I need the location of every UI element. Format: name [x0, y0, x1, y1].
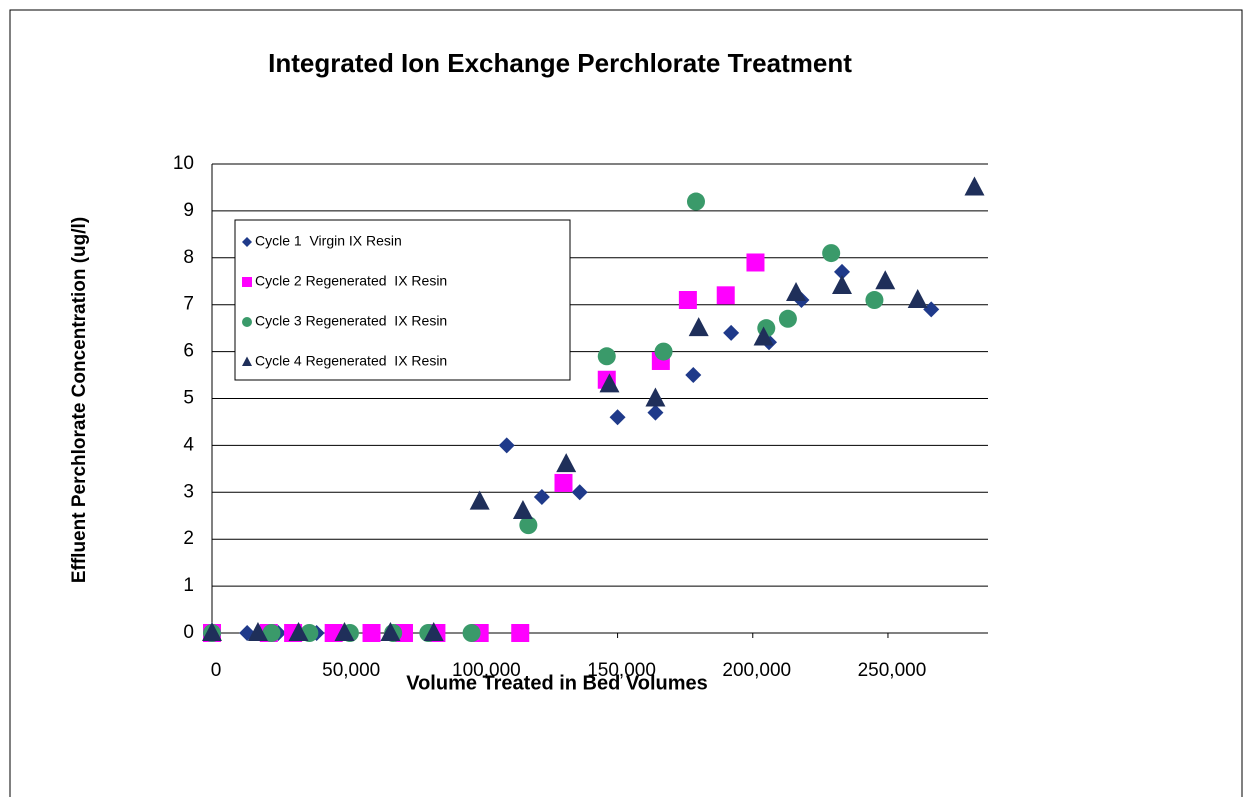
marker — [380, 622, 401, 641]
marker — [645, 387, 666, 407]
marker — [865, 291, 884, 310]
legend-label: Cycle 2 Regenerated IX Resin — [255, 273, 447, 289]
marker — [831, 274, 852, 294]
marker — [202, 622, 222, 641]
marker — [753, 326, 774, 346]
marker — [746, 253, 765, 272]
marker — [334, 622, 355, 641]
marker — [654, 342, 673, 361]
marker — [964, 176, 985, 196]
x-tick-label: 150,000 — [587, 660, 656, 681]
marker — [512, 500, 533, 520]
x-tick-label: 50,000 — [322, 660, 380, 681]
marker — [688, 317, 709, 337]
chart-title: Integrated Ion Exchange Perchlorate Trea… — [268, 48, 852, 78]
marker — [519, 516, 538, 535]
y-axis-label: Effluent Perchlorate Concentration (ug/l… — [69, 217, 90, 583]
marker — [556, 453, 577, 473]
y-tick-label: 4 — [183, 434, 194, 455]
marker — [609, 409, 626, 426]
x-tick-label: 0 — [211, 660, 222, 681]
marker — [469, 490, 490, 510]
marker — [907, 289, 928, 309]
x-axis-label: Volume Treated in Bed Volumes — [406, 672, 708, 694]
x-tick-label: 100,000 — [452, 660, 521, 681]
marker — [786, 281, 807, 301]
marker — [511, 624, 530, 642]
marker — [685, 367, 702, 384]
marker — [247, 622, 268, 641]
legend-label: Cycle 1 Virgin IX Resin — [255, 233, 402, 249]
marker — [647, 404, 664, 421]
marker — [262, 624, 281, 642]
chart-border — [9, 9, 1243, 797]
y-tick-label: 9 — [183, 200, 194, 221]
y-tick-label: 1 — [183, 575, 194, 596]
marker — [822, 244, 841, 263]
marker — [571, 484, 588, 501]
marker — [242, 317, 252, 327]
marker — [533, 488, 550, 505]
marker — [723, 324, 740, 341]
marker — [599, 373, 620, 393]
marker — [554, 473, 573, 492]
y-tick-label: 8 — [183, 247, 194, 268]
series — [202, 176, 985, 641]
marker — [678, 291, 697, 310]
marker — [778, 309, 797, 328]
marker — [716, 286, 735, 305]
marker — [242, 277, 252, 287]
marker — [875, 270, 896, 290]
x-tick-label: 250,000 — [858, 660, 927, 681]
marker — [462, 624, 481, 642]
marker — [686, 192, 705, 211]
marker — [833, 263, 850, 280]
y-tick-label: 2 — [183, 528, 194, 549]
marker — [498, 437, 515, 454]
x-tick-label: 200,000 — [722, 660, 791, 681]
marker — [597, 347, 616, 366]
legend-label: Cycle 4 Regenerated IX Resin — [255, 353, 447, 369]
y-tick-label: 6 — [183, 341, 194, 362]
marker — [362, 624, 381, 642]
y-tick-label: 0 — [183, 622, 194, 643]
marker — [242, 237, 252, 247]
y-tick-label: 7 — [183, 294, 194, 315]
legend-label: Cycle 3 Regenerated IX Resin — [255, 313, 447, 329]
marker — [923, 301, 940, 318]
marker — [423, 622, 444, 641]
marker — [242, 356, 252, 366]
y-tick-label: 3 — [183, 481, 194, 502]
legend-box — [234, 219, 571, 381]
y-tick-label: 10 — [173, 153, 194, 174]
y-tick-label: 5 — [183, 388, 194, 409]
marker — [288, 622, 309, 641]
